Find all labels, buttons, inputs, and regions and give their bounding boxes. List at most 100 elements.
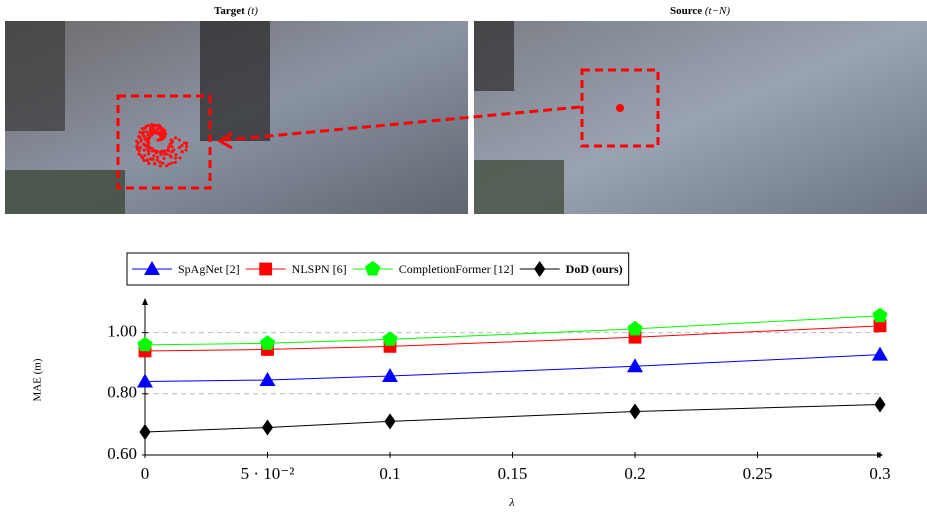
- panel-title-text: Source: [670, 5, 702, 17]
- series-line: [144, 354, 881, 383]
- projected-point: [167, 162, 171, 166]
- projected-point: [162, 152, 167, 156]
- projected-point: [146, 123, 150, 128]
- marker: [534, 261, 546, 277]
- series-line: [144, 404, 881, 433]
- projected-point: [159, 129, 163, 134]
- legend-label: NLSPN [6]: [292, 262, 347, 276]
- projected-point: [178, 156, 182, 160]
- projected-point: [168, 142, 172, 146]
- projected-point: [149, 130, 153, 134]
- marker: [382, 368, 398, 383]
- marker: [137, 373, 153, 388]
- marker: [627, 320, 643, 336]
- projected-point: [158, 164, 162, 168]
- projected-point: [161, 149, 165, 154]
- x-tick-label: 5 · 10⁻²: [241, 464, 295, 483]
- marker: [259, 262, 273, 276]
- projected-point: [162, 156, 166, 160]
- projected-point: [159, 137, 163, 141]
- y-tick-label: 1.00: [107, 322, 137, 341]
- projected-point: [142, 134, 146, 138]
- projected-point: [170, 139, 175, 144]
- marker: [873, 319, 887, 333]
- projected-point: [170, 145, 174, 149]
- projected-point: [170, 161, 174, 165]
- projected-point: [173, 160, 177, 164]
- projected-point: [135, 139, 139, 143]
- y-axis-arrow: [142, 298, 148, 305]
- projected-point: [152, 128, 156, 132]
- panel-title: Source (t−N): [670, 5, 730, 17]
- marker: [382, 331, 398, 346]
- marker: [874, 396, 886, 413]
- projected-point: [142, 148, 146, 152]
- projected-point: [173, 136, 178, 140]
- marker: [627, 358, 643, 373]
- marker: [261, 419, 274, 436]
- correspondence-arrow: [225, 105, 581, 142]
- projected-point: [145, 140, 149, 144]
- marker: [137, 336, 153, 352]
- projected-point: [164, 164, 169, 168]
- projected-point: [135, 144, 139, 148]
- projected-point: [166, 148, 170, 152]
- marker: [872, 307, 888, 323]
- marker: [259, 372, 276, 387]
- legend-label: DoD (ours): [566, 262, 623, 276]
- projected-point: [184, 144, 189, 149]
- x-axis-label: λ: [508, 495, 514, 509]
- projected-point: [177, 145, 181, 150]
- projected-point: [147, 137, 151, 142]
- projected-point: [143, 126, 147, 130]
- projected-point: [148, 127, 152, 131]
- marker: [259, 335, 276, 350]
- projected-point: [137, 152, 141, 156]
- projected-point: [159, 152, 163, 156]
- projected-point: [137, 149, 141, 153]
- target-image: [5, 21, 468, 214]
- series-line: [144, 315, 881, 346]
- legend-label: SpAgNet [2]: [178, 262, 240, 276]
- x-axis-arrow: [877, 452, 883, 458]
- source-image: [474, 21, 927, 214]
- projected-point: [161, 161, 165, 165]
- projected-point: [182, 141, 186, 145]
- projected-point: [147, 161, 151, 166]
- projected-point: [177, 138, 181, 142]
- projected-point: [180, 150, 184, 154]
- projected-point: [168, 153, 172, 157]
- marker: [144, 261, 160, 275]
- projected-point: [185, 141, 189, 145]
- projected-point: [141, 156, 145, 160]
- projected-point: [151, 125, 155, 130]
- x-tick-label: 0.2: [624, 464, 645, 483]
- projected-point: [174, 153, 178, 157]
- projected-point: [138, 130, 142, 135]
- projected-point: [154, 151, 158, 155]
- projected-point: [142, 158, 146, 163]
- projected-point: [143, 137, 147, 141]
- projected-point: [137, 135, 141, 139]
- legend-label: CompletionFormer [12]: [399, 262, 514, 276]
- marker: [139, 424, 151, 441]
- projected-point: [155, 130, 159, 134]
- projected-point: [155, 123, 160, 127]
- projected-point: [140, 127, 144, 131]
- x-tick-label: 0.15: [498, 464, 528, 483]
- legend: SpAgNet [2] NLSPN [6] CompletionFormer [12…: [126, 252, 630, 286]
- marker: [629, 403, 641, 420]
- projected-point: [153, 161, 157, 165]
- panel-subtitle: (t−N): [705, 5, 730, 17]
- projected-point: [180, 143, 184, 148]
- panel-title-text: Target: [214, 5, 245, 17]
- projected-point: [184, 148, 188, 152]
- projected-point: [155, 158, 160, 162]
- projected-point: [143, 153, 147, 158]
- marker: [872, 346, 888, 361]
- projected-point: [152, 148, 156, 153]
- x-tick-label: 0: [141, 464, 150, 483]
- projected-point: [167, 145, 171, 149]
